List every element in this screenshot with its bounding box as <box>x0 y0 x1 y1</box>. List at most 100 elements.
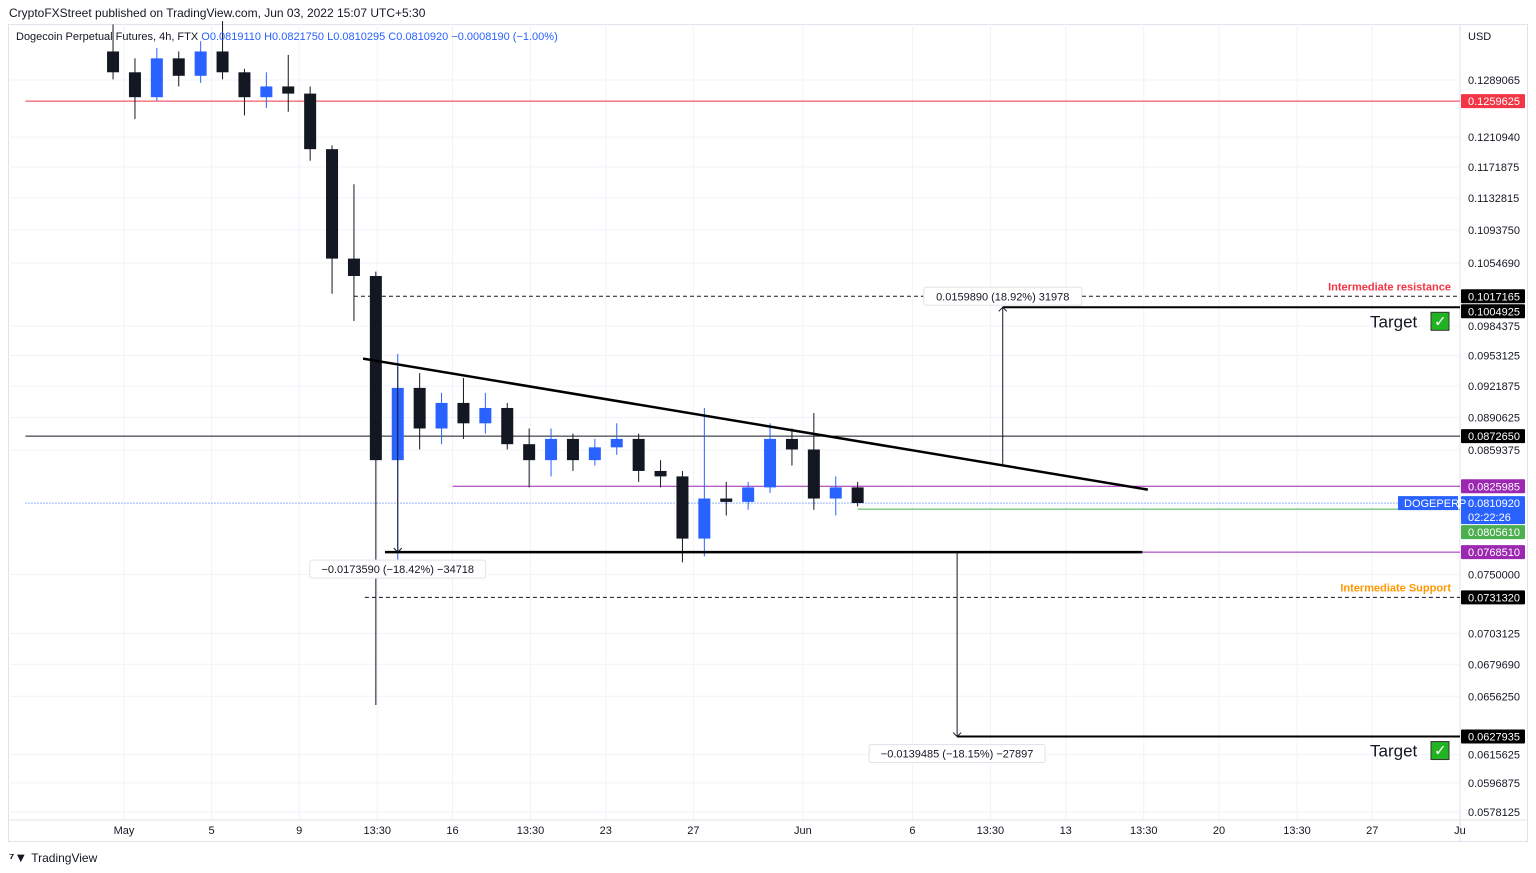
y-tick-label: 0.1132815 <box>1468 193 1519 205</box>
candle-body <box>194 51 207 76</box>
measure-label-box <box>923 286 1083 306</box>
candle-body <box>457 402 470 424</box>
candle-body <box>282 86 295 94</box>
tv-logo-icon: ⁷▼ <box>9 850 28 865</box>
candle-body <box>829 487 842 499</box>
symbol-legend: Dogecoin Perpetual Futures, 4h, FTX O0.0… <box>16 31 558 43</box>
candle-body <box>720 498 733 502</box>
price-label: 0.0805610 <box>1468 527 1520 539</box>
candle-body <box>588 447 601 461</box>
x-tick-label: 13:30 <box>1130 825 1158 837</box>
check-icon-glyph: ✓ <box>1434 313 1447 330</box>
y-tick-label: 0.1289065 <box>1468 75 1520 87</box>
x-tick-label: Jun <box>794 825 812 837</box>
candle-body <box>238 72 251 98</box>
candle-body <box>150 58 163 98</box>
candle-body <box>676 476 689 539</box>
x-tick-label: Ju <box>1454 825 1466 837</box>
x-tick-label: May <box>114 825 135 837</box>
y-tick-label: 0.0615625 <box>1468 750 1520 762</box>
candle-body <box>172 58 185 76</box>
measure-label: −0.0139485 (−18.15%) −27897 <box>868 744 1046 764</box>
candle-body <box>369 275 382 461</box>
x-tick-label: 13:30 <box>517 825 545 837</box>
candle-body <box>654 470 667 477</box>
y-tick-label: 0.0921875 <box>1468 381 1520 393</box>
arrow-head <box>952 732 962 738</box>
y-tick-label: 0.0859375 <box>1468 445 1520 457</box>
candle-body <box>304 93 317 150</box>
measure-label-text: 0.0159890 (18.92%) 31978 <box>936 291 1069 303</box>
close-value: C0.0810920 <box>388 31 449 43</box>
y-tick-label: 0.0953125 <box>1468 351 1520 363</box>
currency-label: USD <box>1468 31 1491 43</box>
candle-body <box>785 438 798 450</box>
candle-body <box>545 438 558 461</box>
candle-body <box>566 438 579 461</box>
open-value: O0.0819110 <box>201 31 262 43</box>
check-icon <box>1430 311 1450 331</box>
x-tick-label: 6 <box>909 825 915 837</box>
change-value: −0.0008190 (−1.00%) <box>451 31 558 43</box>
measure-label: −0.0173590 (−18.42%) −34718 <box>309 559 487 579</box>
price-label-box <box>1461 94 1525 109</box>
y-tick-label: 0.0578125 <box>1468 807 1520 819</box>
y-tick-label: 0.0703125 <box>1468 628 1520 640</box>
x-tick-label: 13:30 <box>1283 825 1311 837</box>
y-tick-label: 0.0750000 <box>1468 569 1520 581</box>
y-tick-label: 0.0679690 <box>1468 659 1520 671</box>
x-tick-label: 27 <box>687 825 699 837</box>
annotation-label: Intermediate resistance <box>1328 281 1451 293</box>
candle-body <box>807 449 820 499</box>
candle-body <box>128 72 141 98</box>
x-tick-label: 23 <box>600 825 612 837</box>
x-tick-label: 5 <box>209 825 215 837</box>
high-value: H0.0821750 <box>264 31 325 43</box>
candle-body <box>326 149 339 259</box>
price-label: 0.0768510 <box>1468 547 1520 559</box>
x-tick-label: 13:30 <box>977 825 1005 837</box>
y-tick-label: 0.0890625 <box>1468 413 1520 425</box>
y-tick-label: 0.1054690 <box>1468 258 1520 270</box>
candle-body <box>632 438 645 471</box>
price-label: 0.0872650 <box>1468 431 1520 443</box>
symbol-tag: DOGEPERP <box>1404 498 1466 510</box>
y-tick-label: 0.0656250 <box>1468 691 1520 703</box>
descending-trendline <box>362 357 1149 491</box>
price-label-box <box>1461 479 1525 494</box>
candle-body <box>698 498 711 539</box>
price-label: 0.0731320 <box>1468 592 1520 604</box>
y-tick-label: 0.0984375 <box>1468 321 1520 333</box>
x-tick-label: 16 <box>446 825 458 837</box>
price-label: 0.0810920 <box>1468 498 1520 510</box>
countdown-label: 02:22:26 <box>1468 512 1511 524</box>
x-tick-label: 13:30 <box>363 825 391 837</box>
price-label: 0.0627935 <box>1468 732 1520 744</box>
low-value: L0.0810295 <box>327 31 386 43</box>
publish-info: CryptoFXStreet published on TradingView.… <box>9 6 426 20</box>
price-label-box <box>1461 496 1525 525</box>
target-label: Target <box>1370 312 1418 331</box>
candle-body <box>107 51 120 73</box>
tradingview-logo[interactable]: ⁷▼ TradingView <box>9 850 97 865</box>
candle-body <box>742 487 755 502</box>
annotation-label: Intermediate Support <box>1340 582 1451 594</box>
check-icon-glyph: ✓ <box>1434 743 1447 760</box>
candle-body <box>216 51 229 73</box>
price-label-box <box>1461 729 1525 744</box>
candle-body <box>347 258 360 276</box>
x-tick-label: 27 <box>1366 825 1378 837</box>
x-tick-label: 9 <box>296 825 302 837</box>
y-tick-label: 0.1171875 <box>1468 162 1519 174</box>
candle-body <box>610 438 623 448</box>
price-label-box <box>1461 304 1525 319</box>
measure-label-text: −0.0173590 (−18.42%) −34718 <box>321 564 474 576</box>
candle-body <box>764 438 777 488</box>
symbol-title: Dogecoin Perpetual Futures, 4h, FTX <box>16 31 199 43</box>
candle-body <box>479 407 492 424</box>
price-label-box <box>1461 289 1525 304</box>
target-label: Target <box>1370 742 1418 761</box>
check-icon <box>1430 741 1450 761</box>
symbol-tag-box <box>1398 496 1458 511</box>
